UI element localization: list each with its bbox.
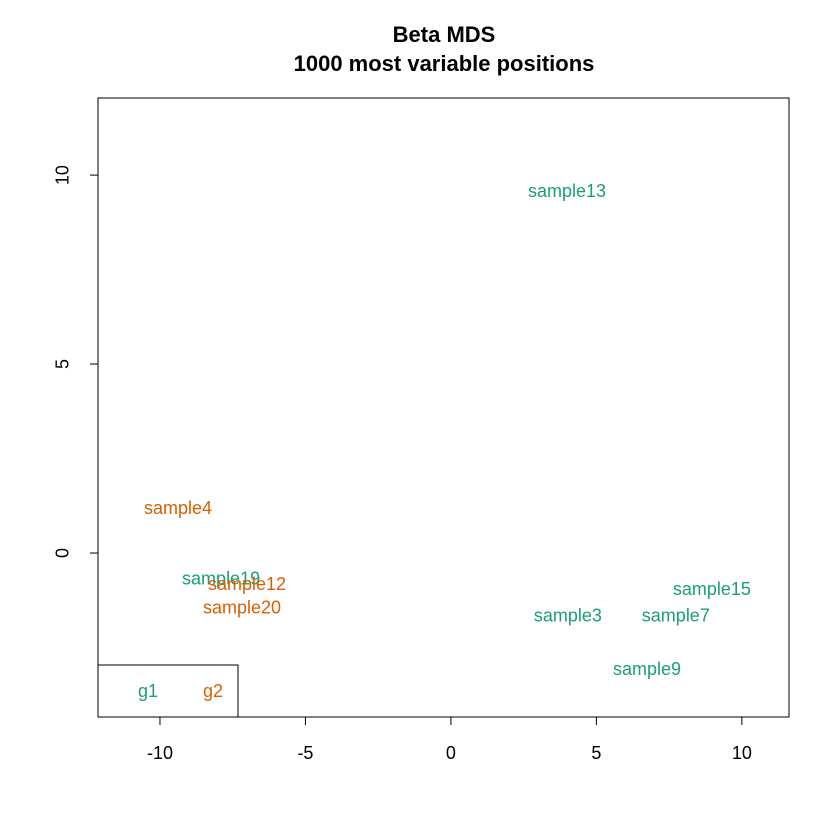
x-tick-label: 0 (446, 743, 456, 763)
x-tick-label: 10 (732, 743, 752, 763)
point-label: sample9 (613, 659, 681, 679)
point-label: sample3 (534, 606, 602, 626)
point-label: sample7 (642, 606, 710, 626)
point-label: sample4 (144, 498, 212, 518)
point-label: sample19 (182, 569, 260, 589)
y-tick-label: 0 (53, 548, 73, 558)
legend-box (97, 664, 239, 718)
y-tick-label: 10 (53, 165, 73, 185)
point-label: sample13 (528, 181, 606, 201)
x-tick-label: -5 (297, 743, 313, 763)
point-label: sample15 (673, 579, 751, 599)
point-label: sample12 (208, 574, 286, 594)
chart-subtitle: 1000 most variable positions (294, 51, 595, 76)
point-label: sample20 (203, 598, 281, 618)
legend-label: g2 (203, 681, 223, 701)
x-tick-label: 5 (591, 743, 601, 763)
chart-title: Beta MDS (393, 22, 496, 47)
legend-label: g1 (138, 681, 158, 701)
x-tick-label: -10 (147, 743, 173, 763)
y-tick-label: 5 (53, 359, 73, 369)
